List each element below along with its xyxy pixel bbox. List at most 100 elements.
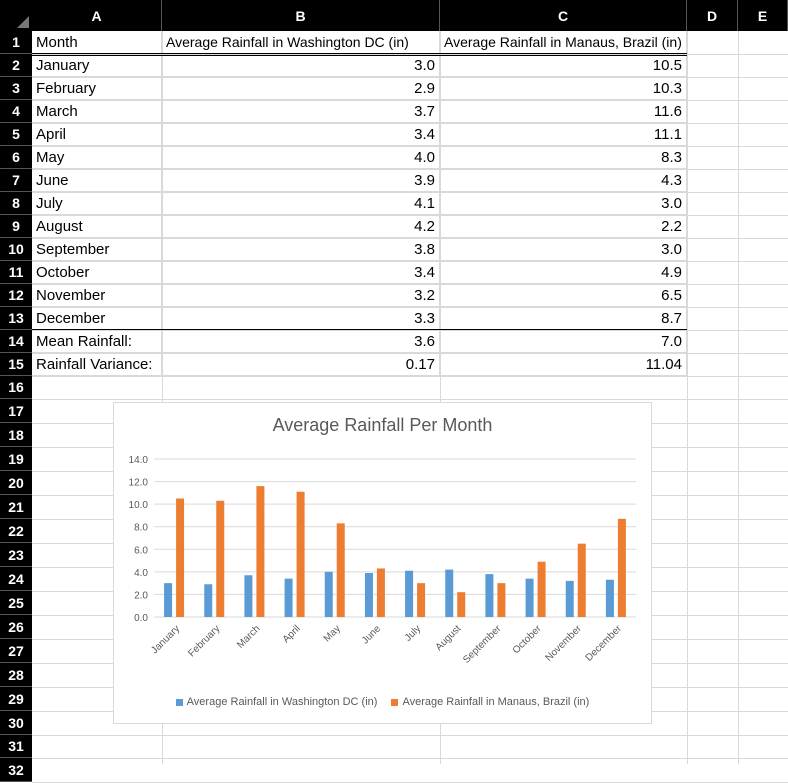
cell-manaus-value[interactable]: 4.9 (440, 261, 687, 284)
row-header-3[interactable]: 3 (0, 77, 32, 100)
cell-manaus-value[interactable]: 2.2 (440, 215, 687, 238)
cell-month[interactable]: September (32, 238, 162, 261)
row-header-22[interactable]: 22 (0, 519, 32, 543)
row-header-1[interactable]: 1 (0, 31, 32, 54)
row-header-20[interactable]: 20 (0, 471, 32, 495)
row-header-24[interactable]: 24 (0, 567, 32, 591)
cell-manaus-value[interactable]: 3.0 (440, 192, 687, 215)
row-header-16[interactable]: 16 (0, 376, 32, 399)
column-header-c[interactable]: C (440, 0, 687, 31)
cell-dc-value[interactable]: 3.4 (162, 261, 440, 284)
row-header-13[interactable]: 13 (0, 307, 32, 330)
row-header-9[interactable]: 9 (0, 215, 32, 238)
row-header-17[interactable]: 17 (0, 399, 32, 423)
select-all-corner[interactable] (0, 0, 32, 31)
row-header-2[interactable]: 2 (0, 54, 32, 77)
cell-summary-manaus[interactable]: 7.0 (440, 330, 687, 353)
row-header-10[interactable]: 10 (0, 238, 32, 261)
row-header-5[interactable]: 5 (0, 123, 32, 146)
cell-month[interactable]: July (32, 192, 162, 215)
mean-border (32, 329, 687, 330)
cell-manaus-value[interactable]: 3.0 (440, 238, 687, 261)
cell-manaus-value[interactable]: 6.5 (440, 284, 687, 307)
cell-manaus-value[interactable]: 11.6 (440, 100, 687, 123)
x-tick-label: November (543, 623, 584, 664)
row-header-26[interactable]: 26 (0, 615, 32, 639)
cell-summary-dc[interactable]: 3.6 (162, 330, 440, 353)
row-header-6[interactable]: 6 (0, 146, 32, 169)
cell-month[interactable]: February (32, 77, 162, 100)
row-header-29[interactable]: 29 (0, 687, 32, 711)
row-header-31[interactable]: 31 (0, 735, 32, 758)
cell-month[interactable]: December (32, 307, 162, 330)
cell-manaus-value[interactable]: 8.3 (440, 146, 687, 169)
bar-dc-january (164, 583, 173, 617)
cell-dc-value[interactable]: 3.4 (162, 123, 440, 146)
cell-month[interactable]: November (32, 284, 162, 307)
cell-manaus-value[interactable]: 4.3 (440, 169, 687, 192)
row-header-4[interactable]: 4 (0, 100, 32, 123)
row-header-23[interactable]: 23 (0, 543, 32, 567)
cell-summary-dc[interactable]: 0.17 (162, 353, 440, 376)
grid-vline (687, 31, 688, 764)
cell-dc-value[interactable]: 3.3 (162, 307, 440, 330)
cell-month[interactable]: May (32, 146, 162, 169)
row-header-11[interactable]: 11 (0, 261, 32, 284)
cell-dc-value[interactable]: 4.0 (162, 146, 440, 169)
row-header-19[interactable]: 19 (0, 447, 32, 471)
cell-summary-label[interactable]: Mean Rainfall: (32, 330, 162, 353)
cell-c1-manaus-header[interactable]: Average Rainfall in Manaus, Brazil (in) (440, 31, 687, 54)
row-header-8[interactable]: 8 (0, 192, 32, 215)
grid-hline (32, 77, 788, 78)
cell-summary-label[interactable]: Rainfall Variance: (32, 353, 162, 376)
bar-manaus-february (216, 500, 225, 617)
cell-dc-value[interactable]: 2.9 (162, 77, 440, 100)
cell-dc-value[interactable]: 3.0 (162, 54, 440, 77)
cell-dc-value[interactable]: 3.9 (162, 169, 440, 192)
cell-month[interactable]: October (32, 261, 162, 284)
rainfall-chart[interactable]: Average Rainfall Per Month 0.0 2.0 4.0 6.0 8… (113, 402, 652, 724)
column-header-e[interactable]: E (738, 0, 788, 31)
x-tick-label: April (281, 623, 303, 645)
row-header-27[interactable]: 27 (0, 639, 32, 663)
y-tick-label: 6.0 (134, 545, 148, 556)
cell-dc-value[interactable]: 4.1 (162, 192, 440, 215)
row-header-28[interactable]: 28 (0, 663, 32, 687)
cell-a1-month-header[interactable]: Month (32, 31, 162, 54)
row-header-7[interactable]: 7 (0, 169, 32, 192)
cell-month[interactable]: June (32, 169, 162, 192)
cell-manaus-value[interactable]: 11.1 (440, 123, 687, 146)
grid-hline (32, 100, 788, 101)
row-header-21[interactable]: 21 (0, 495, 32, 519)
row-header-25[interactable]: 25 (0, 591, 32, 615)
cell-dc-value[interactable]: 4.2 (162, 215, 440, 238)
cell-month[interactable]: March (32, 100, 162, 123)
cell-month[interactable]: April (32, 123, 162, 146)
bar-dc-june (364, 572, 373, 617)
chart-plot: 0.0 2.0 4.0 6.0 8.0 10.0 12.0 14.0 January Februa… (129, 455, 636, 666)
cell-month[interactable]: August (32, 215, 162, 238)
column-header-b[interactable]: B (162, 0, 440, 31)
y-tick-label: 2.0 (134, 590, 148, 601)
row-header-30[interactable]: 30 (0, 711, 32, 735)
cell-summary-manaus[interactable]: 11.04 (440, 353, 687, 376)
cell-manaus-value[interactable]: 8.7 (440, 307, 687, 330)
row-header-12[interactable]: 12 (0, 284, 32, 307)
bar-manaus-december (617, 518, 626, 617)
x-tick-label: September (461, 623, 504, 666)
cell-month[interactable]: January (32, 54, 162, 77)
cell-dc-value[interactable]: 3.2 (162, 284, 440, 307)
row-header-18[interactable]: 18 (0, 423, 32, 447)
cell-dc-value[interactable]: 3.7 (162, 100, 440, 123)
y-tick-label: 0.0 (134, 613, 148, 624)
column-header-a[interactable]: A (32, 0, 162, 31)
cell-manaus-value[interactable]: 10.3 (440, 77, 687, 100)
cell-b1-dc-header[interactable]: Average Rainfall in Washington DC (in) (162, 31, 440, 54)
cell-dc-value[interactable]: 3.8 (162, 238, 440, 261)
bar-dc-april (284, 578, 293, 617)
cell-manaus-value[interactable]: 10.5 (440, 54, 687, 77)
row-header-14[interactable]: 14 (0, 330, 32, 353)
column-header-d[interactable]: D (687, 0, 738, 31)
row-header-32[interactable]: 32 (0, 758, 32, 782)
row-header-15[interactable]: 15 (0, 353, 32, 376)
